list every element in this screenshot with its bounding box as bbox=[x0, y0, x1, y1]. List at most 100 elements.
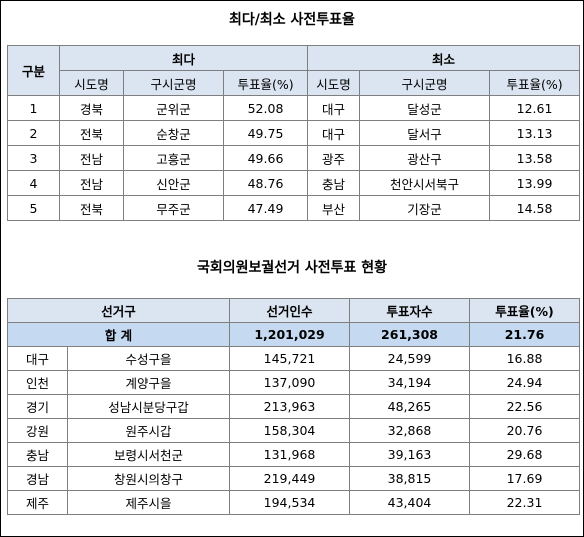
max-rate: 48.76 bbox=[222, 170, 309, 196]
district: 제주시을 bbox=[66, 490, 231, 515]
min-rate: 13.58 bbox=[489, 145, 581, 171]
min-sido: 광주 bbox=[307, 145, 361, 171]
sido: 경기 bbox=[7, 394, 68, 419]
min-gu: 달서구 bbox=[359, 120, 491, 146]
total-voters: 1,201,029 bbox=[229, 322, 351, 347]
ballots: 32,868 bbox=[349, 418, 471, 443]
header-group: 구분 bbox=[7, 45, 60, 96]
header-min-rate: 투표율(%) bbox=[489, 70, 581, 96]
voters: 131,968 bbox=[229, 442, 351, 467]
table-row: 5 전북 무주군 47.49 부산 기장군 14.58 bbox=[7, 195, 581, 221]
total-rate: 21.76 bbox=[469, 322, 581, 347]
voters: 145,721 bbox=[229, 346, 351, 371]
header-min: 최소 bbox=[307, 45, 581, 71]
voters: 213,963 bbox=[229, 394, 351, 419]
min-sido: 충남 bbox=[307, 170, 361, 196]
ballots: 39,163 bbox=[349, 442, 471, 467]
voters: 158,304 bbox=[229, 418, 351, 443]
header-min-gu: 구시군명 bbox=[359, 70, 491, 96]
min-sido: 대구 bbox=[307, 95, 361, 121]
table-row: 4 전남 신안군 48.76 충남 천안시서북구 13.99 bbox=[7, 170, 581, 196]
max-rate: 47.49 bbox=[222, 195, 309, 221]
header-district: 선거구 bbox=[6, 298, 231, 323]
min-gu: 기장군 bbox=[359, 195, 491, 221]
rate: 20.76 bbox=[469, 418, 581, 443]
sido: 충남 bbox=[7, 442, 68, 467]
ballots: 43,404 bbox=[349, 490, 471, 515]
district: 창원시의창구 bbox=[66, 466, 231, 491]
total-row: 합 계 1,201,029 261,308 21.76 bbox=[6, 322, 581, 347]
table-row: 인천 계양구을 137,090 34,194 24.94 bbox=[7, 370, 581, 395]
header-min-sido: 시도명 bbox=[307, 70, 361, 96]
sido: 대구 bbox=[7, 346, 68, 371]
rank: 5 bbox=[7, 195, 60, 221]
district: 보령시서천군 bbox=[66, 442, 231, 467]
max-gu: 군위군 bbox=[123, 95, 224, 121]
rate: 29.68 bbox=[469, 442, 581, 467]
rate: 24.94 bbox=[469, 370, 581, 395]
table2-title: 국회의원보궐선거 사전투표 현황 bbox=[196, 260, 388, 276]
table-row: 강원 원주시갑 158,304 32,868 20.76 bbox=[7, 418, 581, 443]
rate: 22.31 bbox=[469, 490, 581, 515]
max-sido: 전남 bbox=[59, 145, 124, 171]
district: 성남시분당구갑 bbox=[66, 394, 231, 419]
header-voters: 선거인수 bbox=[229, 298, 351, 323]
extreme-turnout-table: 구분 최다 최소 시도명 구시군명 투표율(%) 시도명 구시군명 투표율(%)… bbox=[7, 45, 581, 221]
rate: 16.88 bbox=[469, 346, 581, 371]
table-row: 3 전남 고흥군 49.66 광주 광산구 13.58 bbox=[7, 145, 581, 171]
max-sido: 전북 bbox=[59, 195, 124, 221]
sido: 강원 bbox=[7, 418, 68, 443]
max-gu: 고흥군 bbox=[123, 145, 224, 171]
table-row: 경남 창원시의창구 219,449 38,815 17.69 bbox=[7, 466, 581, 491]
min-rate: 13.13 bbox=[489, 120, 581, 146]
table-row: 2 전북 순창군 49.75 대구 달서구 13.13 bbox=[7, 120, 581, 146]
header-max-sido: 시도명 bbox=[59, 70, 124, 96]
min-rate: 13.99 bbox=[489, 170, 581, 196]
total-label: 합 계 bbox=[6, 322, 231, 347]
min-sido: 부산 bbox=[307, 195, 361, 221]
min-gu: 광산구 bbox=[359, 145, 491, 171]
rate: 22.56 bbox=[469, 394, 581, 419]
table-row: 충남 보령시서천군 131,968 39,163 29.68 bbox=[7, 442, 581, 467]
rank: 3 bbox=[7, 145, 60, 171]
max-sido: 전북 bbox=[59, 120, 124, 146]
table-row: 1 경북 군위군 52.08 대구 달성군 12.61 bbox=[7, 95, 581, 121]
table1-title: 최다/최소 사전투표율 bbox=[229, 12, 355, 28]
ballots: 34,194 bbox=[349, 370, 471, 395]
table-row: 제주 제주시을 194,534 43,404 22.31 bbox=[7, 490, 581, 515]
max-rate: 49.75 bbox=[222, 120, 309, 146]
table-row: 경기 성남시분당구갑 213,963 48,265 22.56 bbox=[7, 394, 581, 419]
district: 수성구을 bbox=[66, 346, 231, 371]
voters: 194,534 bbox=[229, 490, 351, 515]
rank: 2 bbox=[7, 120, 60, 146]
max-gu: 무주군 bbox=[123, 195, 224, 221]
min-rate: 14.58 bbox=[489, 195, 581, 221]
district: 계양구을 bbox=[66, 370, 231, 395]
table-row: 대구 수성구을 145,721 24,599 16.88 bbox=[7, 346, 581, 371]
header-max-gu: 구시군명 bbox=[123, 70, 224, 96]
rate: 17.69 bbox=[469, 466, 581, 491]
header-max: 최다 bbox=[58, 45, 309, 71]
max-gu: 신안군 bbox=[123, 170, 224, 196]
ballots: 38,815 bbox=[349, 466, 471, 491]
header-rate: 투표율(%) bbox=[469, 298, 581, 323]
sido: 인천 bbox=[7, 370, 68, 395]
rank: 1 bbox=[7, 95, 60, 121]
rank: 4 bbox=[7, 170, 60, 196]
total-ballots: 261,308 bbox=[349, 322, 471, 347]
ballots: 24,599 bbox=[349, 346, 471, 371]
min-sido: 대구 bbox=[307, 120, 361, 146]
by-election-table: 선거구 선거인수 투표자수 투표율(%) 합 계 1,201,029 261,3… bbox=[6, 298, 581, 515]
max-sido: 전남 bbox=[59, 170, 124, 196]
min-gu: 달성군 bbox=[359, 95, 491, 121]
max-sido: 경북 bbox=[59, 95, 124, 121]
max-rate: 52.08 bbox=[222, 95, 309, 121]
header-max-rate: 투표율(%) bbox=[222, 70, 309, 96]
ballots: 48,265 bbox=[349, 394, 471, 419]
district: 원주시갑 bbox=[66, 418, 231, 443]
sido: 경남 bbox=[7, 466, 68, 491]
max-rate: 49.66 bbox=[222, 145, 309, 171]
header-ballots: 투표자수 bbox=[349, 298, 471, 323]
min-gu: 천안시서북구 bbox=[359, 170, 491, 196]
